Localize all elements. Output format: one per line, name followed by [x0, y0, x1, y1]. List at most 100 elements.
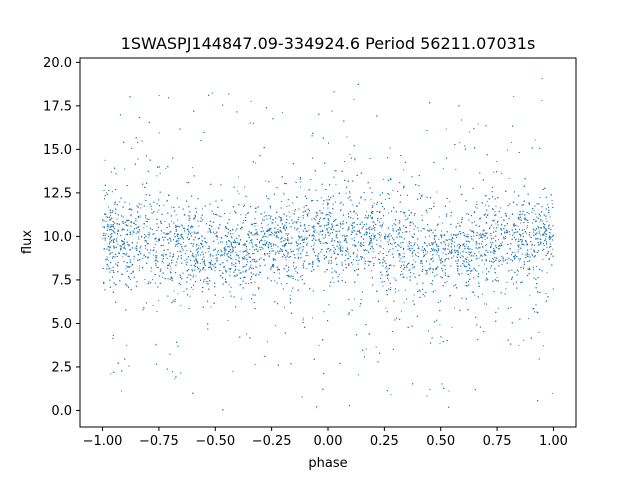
data-point	[495, 205, 497, 207]
data-point	[125, 234, 127, 236]
data-point	[527, 225, 528, 227]
data-point	[466, 256, 468, 258]
data-point	[356, 254, 358, 256]
data-point	[129, 279, 131, 281]
data-point	[155, 259, 157, 261]
data-point	[111, 191, 113, 193]
data-point	[460, 252, 461, 254]
data-point	[462, 250, 464, 252]
data-point	[365, 231, 367, 233]
data-point	[138, 225, 140, 227]
data-point	[376, 244, 378, 246]
data-point	[421, 214, 423, 216]
data-point	[551, 392, 553, 394]
data-point	[423, 254, 425, 256]
data-point	[294, 209, 296, 210]
data-point	[379, 251, 381, 253]
data-point	[533, 269, 534, 271]
data-point	[541, 100, 543, 102]
data-point	[222, 254, 224, 256]
data-point	[385, 275, 387, 277]
data-point	[398, 290, 400, 292]
data-point	[357, 374, 359, 376]
data-point	[505, 236, 507, 237]
data-point	[116, 218, 118, 220]
data-point	[406, 277, 408, 279]
data-point	[256, 266, 258, 268]
data-point	[433, 238, 435, 240]
data-point	[520, 234, 522, 236]
data-point	[157, 239, 159, 240]
data-point	[403, 213, 405, 215]
data-point	[493, 220, 495, 222]
data-point	[182, 242, 184, 243]
data-point	[492, 262, 494, 264]
data-point	[118, 230, 120, 232]
data-point	[384, 198, 386, 200]
data-point	[217, 249, 219, 251]
data-point	[313, 245, 315, 247]
data-point	[508, 177, 510, 179]
data-point	[388, 193, 390, 195]
data-point	[264, 219, 265, 221]
data-point	[244, 251, 246, 253]
data-point	[370, 241, 372, 243]
data-point	[446, 281, 448, 282]
data-point	[280, 238, 281, 240]
data-point	[510, 307, 512, 308]
data-point	[177, 293, 179, 295]
data-point	[533, 209, 535, 211]
data-point	[365, 228, 367, 230]
data-point	[494, 211, 496, 213]
data-point	[244, 249, 246, 251]
data-point	[363, 242, 365, 243]
data-point	[311, 218, 313, 220]
data-point	[444, 242, 446, 244]
data-point	[506, 258, 508, 260]
data-point	[199, 263, 201, 264]
data-point	[434, 238, 435, 240]
data-point	[336, 231, 338, 233]
data-point	[310, 245, 312, 247]
data-point	[468, 131, 470, 133]
data-point	[171, 206, 173, 208]
data-point	[492, 186, 493, 188]
data-point	[500, 260, 502, 262]
data-point	[240, 214, 242, 216]
data-point	[177, 219, 179, 221]
data-point	[409, 247, 411, 249]
data-point	[104, 159, 106, 161]
data-point	[375, 346, 377, 348]
data-point	[352, 217, 354, 219]
data-point	[111, 240, 112, 241]
data-point	[328, 195, 330, 197]
data-point	[129, 203, 131, 205]
data-point	[282, 112, 284, 114]
data-point	[482, 271, 484, 273]
data-point	[519, 229, 520, 230]
data-point	[232, 233, 234, 235]
data-point	[143, 255, 145, 257]
data-point	[542, 345, 544, 347]
data-point	[353, 237, 355, 239]
data-point	[334, 170, 336, 172]
data-point	[385, 307, 387, 309]
data-point	[528, 201, 530, 203]
data-point	[232, 370, 234, 372]
data-point	[540, 238, 542, 240]
data-point	[454, 307, 456, 309]
data-point	[530, 237, 532, 238]
data-point	[546, 246, 548, 248]
data-point	[444, 234, 446, 235]
data-point	[288, 205, 290, 207]
data-point	[409, 231, 411, 233]
data-point	[473, 277, 475, 279]
data-point	[143, 227, 145, 229]
data-point	[135, 232, 137, 234]
data-point	[493, 171, 495, 173]
data-point	[298, 231, 300, 233]
data-point	[431, 258, 433, 259]
data-point	[454, 241, 456, 243]
data-point	[541, 249, 543, 251]
data-point	[204, 278, 206, 280]
